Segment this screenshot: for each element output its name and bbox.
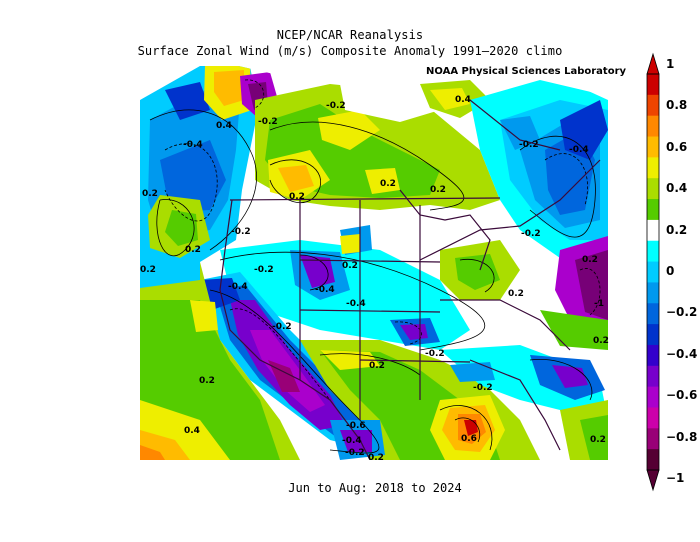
contour-label: 0.2 [289, 192, 305, 202]
colorbar-outline [646, 73, 660, 471]
colorbar-swatch [647, 428, 659, 450]
contour-label: -0.4 [315, 285, 335, 295]
colorbar-swatch [647, 178, 659, 200]
colorbar-swatch [647, 449, 659, 471]
colorbar-swatch [647, 74, 659, 96]
contour-label: -0.4 [569, 145, 589, 155]
contour-label: 0.6 [461, 434, 477, 444]
period-label: Jun to Aug: 2018 to 2024 [288, 481, 462, 495]
contour-label: -0.2 [258, 117, 278, 127]
colorbar-swatch [647, 136, 659, 158]
contour-label: 0.2 [380, 179, 396, 189]
colorbar-tick-label: 0.2 [666, 222, 688, 237]
colorbar-tick-label: −0.2 [666, 305, 698, 320]
contour-label: 0.4 [216, 121, 232, 131]
colorbar-swatch [647, 240, 659, 263]
map-subtitle: Surface Zonal Wind (m/s) Composite Anoma… [137, 44, 563, 58]
contour-label: 0.4 [184, 426, 200, 436]
contour-label: -0.4 [346, 299, 366, 309]
contour-label: -0.2 [326, 101, 346, 111]
colorbar-swatch [647, 157, 659, 179]
colorbar-swatch [647, 365, 659, 388]
map-title: NCEP/NCAR Reanalysis [276, 28, 424, 42]
colorbar-tick-label: 0.4 [666, 181, 688, 196]
contour-label: 0.2 [368, 453, 384, 463]
contour-label: -0.4 [183, 140, 203, 150]
colorbar-swatch [647, 386, 659, 408]
colorbar-tick-label: 0 [666, 264, 675, 278]
contour-label: 0.2 [593, 336, 609, 346]
contour-label: -0.2 [231, 227, 251, 237]
colorbar-swatch [647, 344, 659, 367]
contour-label: -0.2 [345, 448, 365, 458]
contour-label: 0.2 [185, 245, 201, 255]
contour-label: -0.2 [519, 140, 539, 150]
contour-label: 0.2 [582, 255, 598, 265]
colorbar-swatch [647, 94, 659, 117]
colorbar-tick-label: −0.8 [666, 429, 698, 444]
colorbar-swatch [647, 407, 659, 429]
colorbar-swatch [647, 115, 659, 138]
contour-label: 0.2 [199, 376, 215, 386]
contour-label: -1 [594, 299, 604, 309]
contour-label: -0.2 [521, 229, 541, 239]
colorbar-swatch [647, 282, 659, 304]
contour-label: 0.2 [342, 261, 358, 271]
colorbar-tick-label: 0.8 [666, 98, 688, 113]
contour-label: 0.2 [140, 265, 156, 275]
colorbar-tick-label: 1 [666, 57, 675, 71]
colorbar-swatch [647, 199, 659, 221]
contour-label: 0.2 [369, 361, 385, 371]
contour-label: -0.2 [473, 383, 493, 393]
contour-label: 0.2 [142, 189, 158, 199]
contour-label: 0.4 [455, 95, 471, 105]
colorbar-tick-label: 0.6 [666, 139, 688, 154]
colorbar-tick-label: −1 [666, 471, 685, 485]
contour-label: -0.2 [425, 349, 445, 359]
contour-label: -0.4 [342, 436, 362, 446]
colorbar-swatch [647, 324, 659, 346]
colorbar-tick-label: −0.6 [666, 388, 698, 403]
contour-label: -0.2 [272, 322, 292, 332]
colorbar-swatch [647, 303, 659, 325]
contour-label: 0.2 [508, 289, 524, 299]
contour-label: 0.2 [590, 435, 606, 445]
colorbar-tick-label: −0.4 [666, 346, 698, 361]
colorbar-swatch [647, 261, 659, 283]
colorbar-max-arrow [646, 52, 660, 75]
contour-label: -0.6 [346, 421, 366, 431]
credit-label: NOAA Physical Sciences Laboratory [426, 66, 627, 77]
contour-label: 0.2 [430, 185, 446, 195]
contour-label: -0.2 [254, 265, 274, 275]
colorbar-swatch [647, 219, 659, 242]
colorbar-min-arrow [646, 469, 660, 492]
contour-label: -0.4 [228, 282, 248, 292]
